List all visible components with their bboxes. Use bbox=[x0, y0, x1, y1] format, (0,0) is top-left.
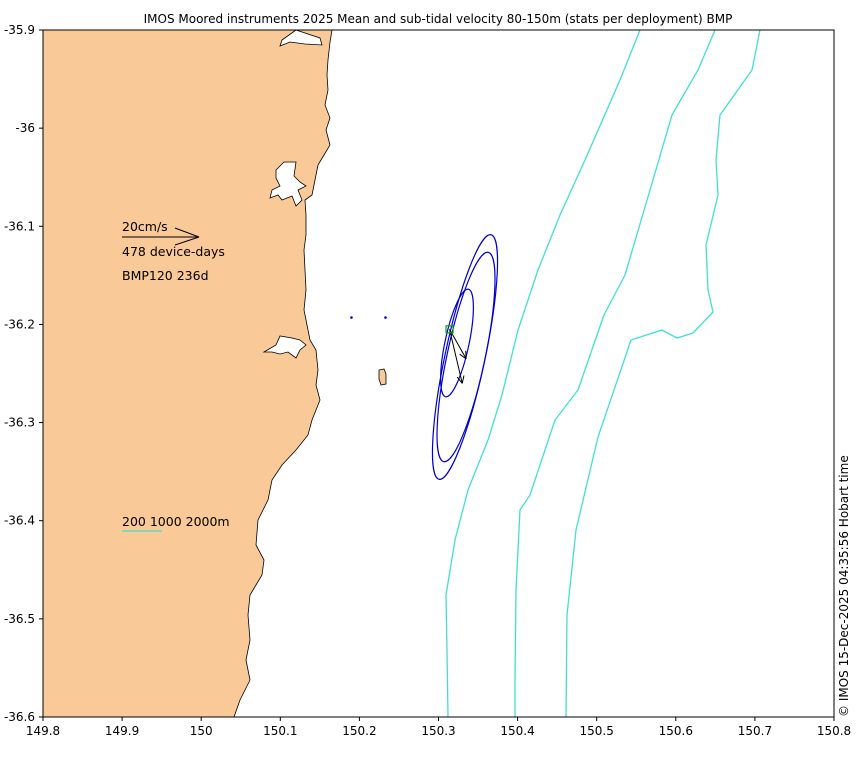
device-days-label: 478 device-days bbox=[122, 244, 225, 259]
x-tick-label: 149.9 bbox=[105, 724, 139, 738]
x-tick-label: 150 bbox=[190, 724, 213, 738]
x-tick-label: 150.7 bbox=[738, 724, 772, 738]
y-tick-label: -35.9 bbox=[4, 23, 35, 37]
y-axis: -35.9 -36 -36.1 -36.2 -36.3 -36.4 -36.5 -36.6 bbox=[4, 23, 43, 724]
dot-marker bbox=[384, 316, 387, 319]
y-tick-label: -36.5 bbox=[4, 612, 35, 626]
x-tick-label: 150.4 bbox=[500, 724, 534, 738]
isobath-2000m bbox=[565, 30, 761, 717]
estuary-north bbox=[279, 30, 323, 47]
island bbox=[378, 368, 387, 386]
x-tick-label: 150.3 bbox=[421, 724, 455, 738]
y-tick-label: -36 bbox=[15, 121, 35, 135]
map-marks bbox=[350, 316, 467, 384]
mooring-marker bbox=[445, 325, 454, 334]
variance-ellipse-inner bbox=[440, 288, 474, 398]
x-tick-label: 149.8 bbox=[26, 724, 60, 738]
scale-arrow bbox=[122, 227, 200, 246]
estuary-south bbox=[262, 335, 307, 359]
credit-text: © IMOS 15-Dec-2025 04:35:56 Hobart time bbox=[837, 455, 851, 717]
mean-velocity-arrow bbox=[449, 329, 467, 360]
mean-velocity-arrow bbox=[449, 329, 465, 384]
x-tick-label: 150.2 bbox=[342, 724, 376, 738]
x-axis: 149.8 149.9 150 150.1 150.2 150.3 150.4 150.5 15… bbox=[26, 717, 851, 738]
isobath-legend-label: 200 1000 2000m bbox=[122, 514, 230, 529]
y-tick-label: -36.1 bbox=[4, 219, 35, 233]
scale-label: 20cm/s bbox=[122, 219, 168, 234]
dot-marker bbox=[350, 316, 353, 319]
land-mass bbox=[43, 30, 333, 717]
isobath-1000m bbox=[514, 30, 716, 717]
x-tick-label: 150.1 bbox=[263, 724, 297, 738]
y-tick-label: -36.4 bbox=[4, 514, 35, 528]
station-label: BMP120 236d bbox=[122, 268, 209, 283]
y-tick-label: -36.6 bbox=[4, 710, 35, 724]
estuary-middle bbox=[269, 161, 307, 207]
x-tick-label: 150.8 bbox=[817, 724, 851, 738]
isobath-200m bbox=[445, 30, 641, 717]
x-tick-label: 150.5 bbox=[580, 724, 614, 738]
y-tick-label: -36.2 bbox=[4, 317, 35, 331]
map-title: IMOS Moored instruments 2025 Mean and su… bbox=[144, 12, 733, 26]
variance-ellipse-middle bbox=[436, 251, 496, 463]
x-tick-label: 150.6 bbox=[659, 724, 693, 738]
y-tick-label: -36.3 bbox=[4, 416, 35, 430]
